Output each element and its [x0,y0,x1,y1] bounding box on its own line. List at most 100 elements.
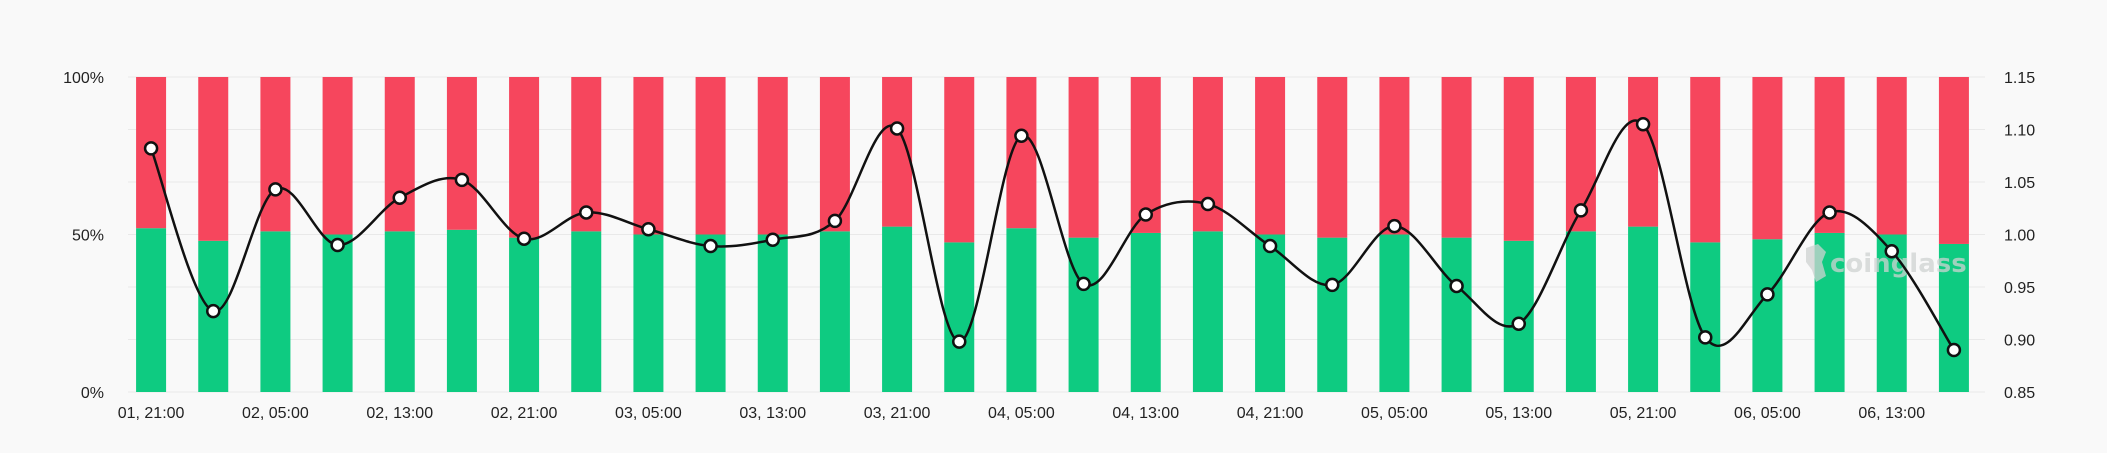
long-bar [1628,226,1659,392]
x-axis: 01, 21:00 02, 05:00 02, 13:00 02, 21:00 03, … [118,405,1925,422]
long-bar [1503,240,1534,392]
short-bar [633,77,664,235]
short-bar [1317,77,1348,238]
long-bar [819,231,850,392]
x-tick-label: 03, 21:00 [864,405,931,422]
ratio-line [149,119,1955,351]
short-bar [1130,77,1161,233]
x-tick-label: 05, 21:00 [1610,405,1677,422]
gridlines [128,76,1985,393]
ratio-point [516,231,532,246]
long-bar [1192,231,1223,392]
left-tick-label: 50% [72,228,104,245]
ratio-point [952,334,967,349]
long-bar [571,231,602,392]
long-bar [1255,234,1286,392]
ratio-points [143,117,1962,358]
ratio-point [1449,278,1464,294]
ratio-point [703,238,718,254]
long-bar [1441,237,1472,392]
long-bar [1317,237,1348,392]
ratio-point [1698,330,1713,345]
ratio-point [1387,218,1402,234]
ratio-point [206,303,221,319]
right-tick-label: 1.05 [2004,175,2035,192]
ratio-point [765,232,780,247]
short-bar [1752,77,1783,240]
ratio-point [1014,128,1029,144]
x-tick-label: 05, 05:00 [1361,405,1428,422]
ratio-point [641,222,656,237]
short-bar [322,77,353,235]
long-bar [633,234,664,392]
ratio-point [1573,203,1589,218]
long-bar [1379,234,1410,392]
long-bar [1938,243,1969,392]
ratio-point [1884,244,1899,259]
short-bar [757,77,788,235]
ratio-point [1635,117,1651,132]
ratio-point [268,182,283,197]
x-tick-label: 05, 13:00 [1485,405,1552,422]
ratio-point [579,205,594,220]
ratio-point [827,213,843,229]
short-bar [1255,77,1286,235]
long-bar [260,231,291,392]
short-bar [1690,77,1721,243]
short-bar [260,77,291,232]
long-bar [695,234,726,392]
long-bar [1130,232,1161,392]
short-bar [446,77,477,230]
long-bar [509,237,540,392]
ratio-point [454,172,470,188]
right-tick-label: 0.95 [2004,280,2035,297]
ratio-point [1200,196,1216,212]
long-bar [1752,239,1783,392]
ratio-point [1138,207,1153,222]
ratio-point [1511,316,1526,331]
long-bar [136,228,167,392]
ratio-point [1760,287,1775,302]
ratio-point [1262,238,1278,254]
ratio-point [143,141,159,156]
long-bar [446,229,477,392]
x-tick-label: 01, 21:00 [118,405,185,422]
bars [136,77,1969,392]
long-bar [1690,242,1721,392]
left-tick-label: 100% [63,70,104,87]
long-bar [384,231,415,392]
x-tick-label: 02, 05:00 [242,405,309,422]
x-tick-label: 02, 13:00 [366,405,433,422]
ratio-point [889,121,905,136]
right-tick-label: 1.10 [2004,123,2035,140]
ratio-point [1822,205,1837,220]
x-tick-label: 04, 21:00 [1237,405,1304,422]
x-tick-label: 03, 13:00 [739,405,806,422]
ratio-point [1076,276,1091,292]
short-bar [1441,77,1472,238]
short-bar [384,77,415,232]
x-tick-label: 04, 05:00 [988,405,1055,422]
short-bar [944,77,975,243]
short-bar [1628,77,1659,227]
right-tick-label: 1.15 [2004,70,2035,87]
left-axis: 0% 50% 100% [63,70,104,402]
right-tick-label: 0.90 [2004,333,2035,350]
x-tick-label: 06, 13:00 [1858,405,1925,422]
right-axis: 0.85 0.90 0.95 1.00 1.05 1.10 1.15 [2004,70,2035,402]
x-tick-label: 04, 13:00 [1112,405,1179,422]
short-bar [1938,77,1969,244]
short-bar [1068,77,1099,238]
long-bar [1565,231,1596,392]
ratio-point [392,190,407,205]
short-bar [509,77,540,238]
x-tick-label: 06, 05:00 [1734,405,1801,422]
ratio-point [1325,277,1340,293]
long-bar [1876,234,1907,392]
short-bar [1876,77,1907,235]
watermark-logo-icon [1806,244,1826,282]
short-bar [1379,77,1410,235]
right-tick-label: 0.85 [2004,385,2035,402]
long-bar [757,234,788,392]
